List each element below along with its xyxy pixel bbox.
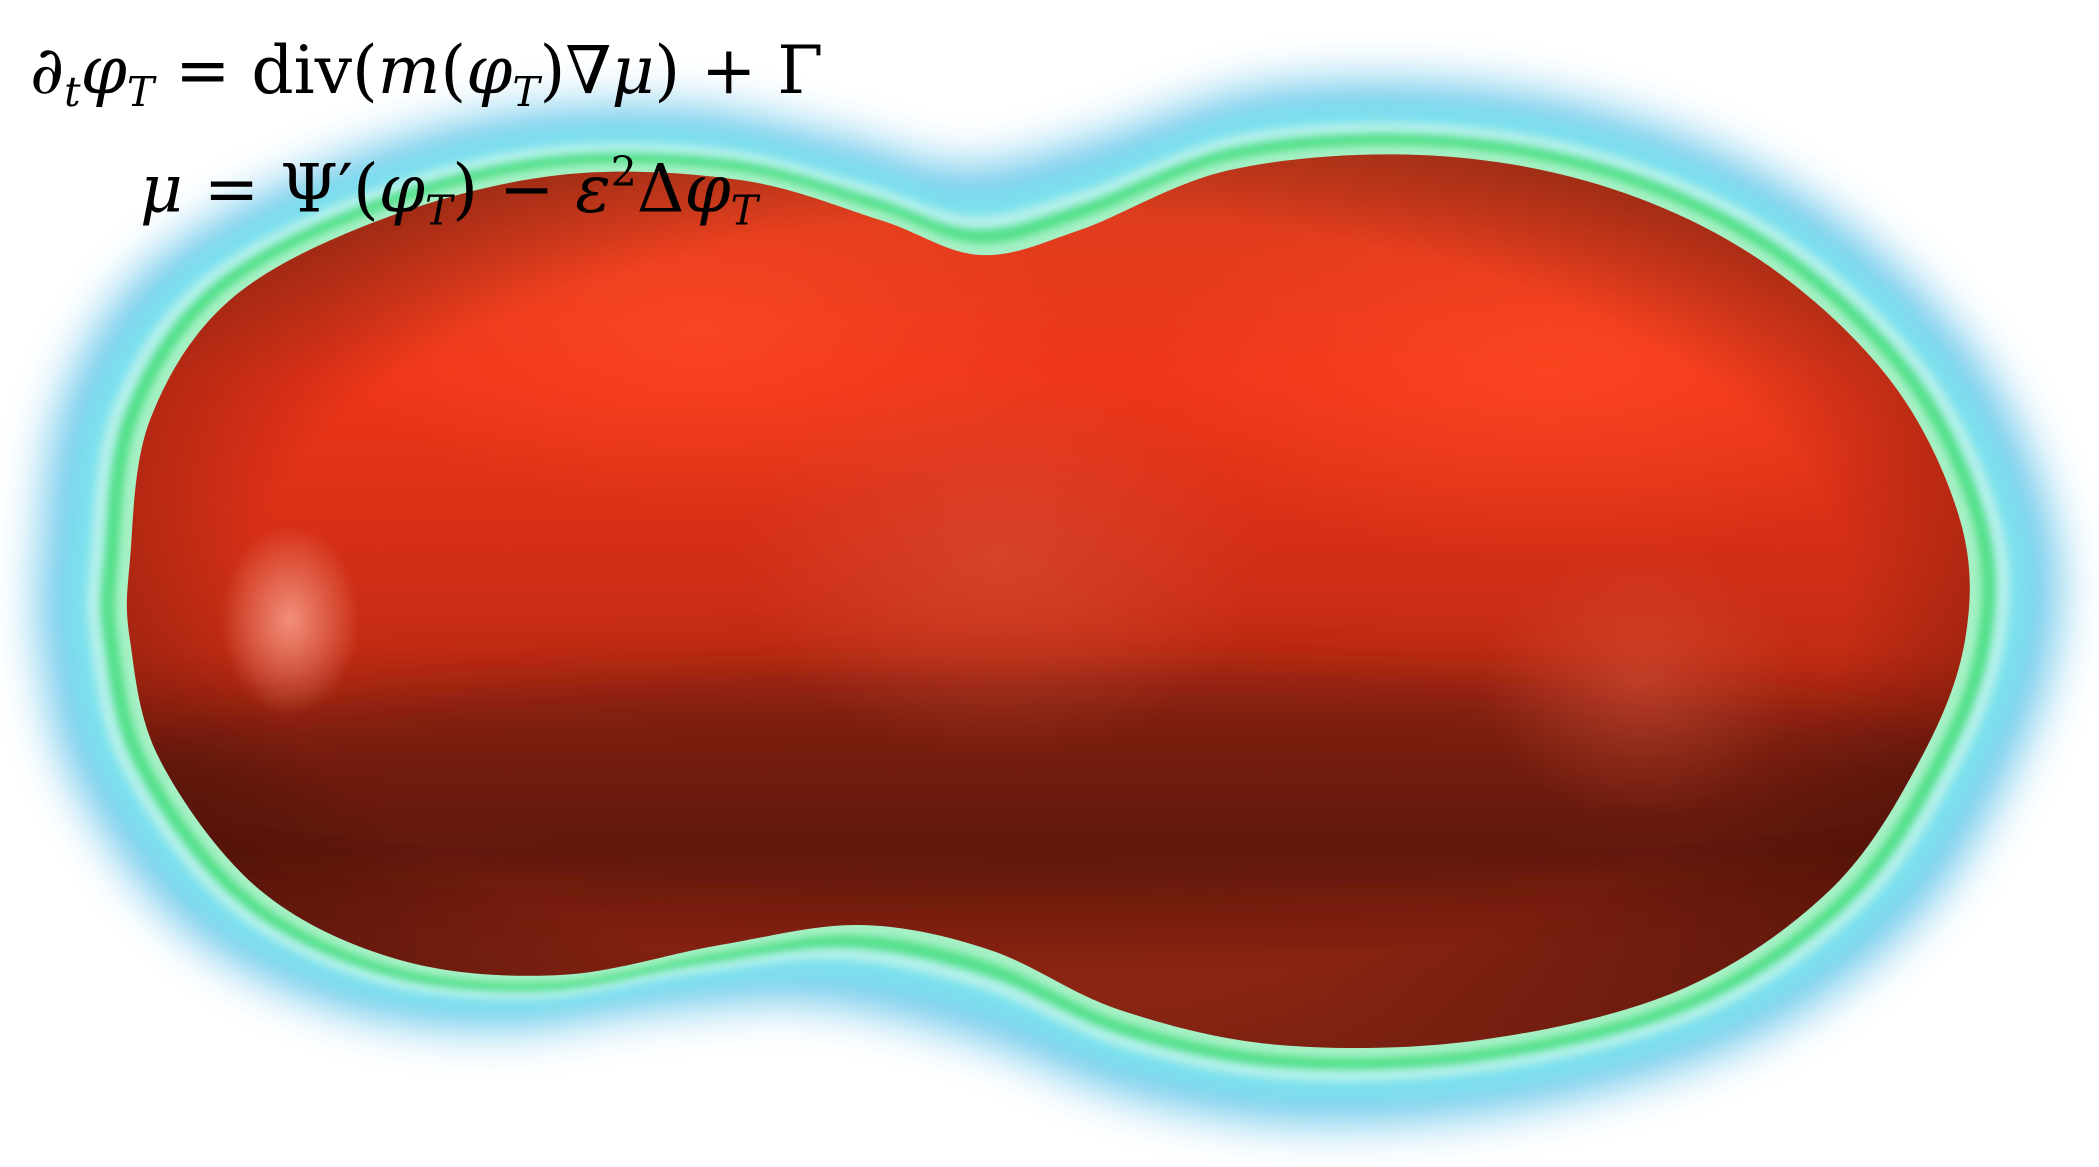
- laplacian-symbol: Δ: [636, 150, 685, 228]
- phi-symbol: φ: [378, 150, 425, 228]
- phi-symbol: φ: [466, 32, 513, 109]
- mu-symbol: μ: [140, 150, 183, 228]
- tumor-subscript: T: [512, 68, 540, 117]
- equation-text: = Ψ′(: [182, 150, 379, 228]
- equation-text: ) −: [452, 150, 576, 228]
- epsilon-symbol: ε: [575, 150, 611, 228]
- phi-symbol: φ: [684, 150, 731, 228]
- partial-symbol: ∂: [30, 32, 65, 109]
- equation-text: = div(: [154, 32, 378, 109]
- equation-text: )∇: [539, 32, 612, 109]
- mu-symbol: μ: [611, 32, 655, 109]
- tumor-subscript: T: [425, 186, 453, 235]
- phi-symbol: φ: [80, 32, 127, 109]
- cahn-hilliard-equation: ∂tφT = div(m(φT)∇μ) + Γ: [30, 38, 823, 113]
- red-core: [126, 154, 1970, 1049]
- equation-text: (: [440, 32, 467, 109]
- tumor-subscript: T: [126, 68, 155, 117]
- tumor-subscript: T: [730, 186, 758, 235]
- chemical-potential-equation: μ = Ψ′(φT) − ε2ΔφT: [140, 152, 758, 231]
- time-subscript: t: [64, 68, 81, 117]
- equation-text: ) + Γ: [654, 32, 824, 109]
- square-exponent: 2: [610, 148, 637, 196]
- mobility-symbol: m: [377, 32, 441, 109]
